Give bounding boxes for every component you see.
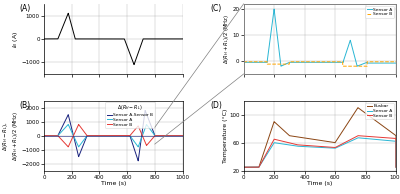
- Busbar: [300, 136, 304, 139]
- Busbar: [394, 166, 398, 168]
- Sensor B: [300, 144, 304, 146]
- Sensor A: [241, 166, 246, 168]
- Sensor B: [156, 134, 160, 137]
- Sensor B: [340, 142, 345, 145]
- X-axis label: Time (s): Time (s): [100, 181, 126, 186]
- Line: Sensor A-Sensor B: Sensor A-Sensor B: [44, 111, 182, 161]
- Sensor B: [132, 129, 136, 132]
- Line: Sensor B: Sensor B: [244, 62, 396, 66]
- Sensor B: [333, 146, 338, 149]
- Sensor A: [76, 146, 81, 148]
- Text: (D): (D): [210, 101, 222, 110]
- Busbar: [366, 115, 371, 117]
- Sensor A: [145, 125, 150, 127]
- Sensor B: [269, 143, 274, 146]
- Sensor B: [366, 61, 371, 63]
- Sensor A-Sensor B: [145, 115, 150, 118]
- Sensor A: [340, 61, 345, 63]
- Sensor B: [333, 61, 338, 63]
- Sensor A: [300, 145, 304, 148]
- Sensor A-Sensor B: [42, 134, 46, 137]
- Sensor B: [366, 135, 371, 138]
- Sensor A: [300, 61, 304, 63]
- Sensor A: [356, 137, 360, 139]
- Sensor A-Sensor B: [125, 134, 130, 137]
- Sensor A: [241, 61, 246, 63]
- Y-axis label: $\Delta(R_H+R_L)/2$ (MHz): $\Delta(R_H+R_L)/2$ (MHz): [222, 14, 231, 64]
- Sensor A: [94, 134, 99, 137]
- Sensor B: [394, 166, 398, 168]
- Sensor A-Sensor B: [143, 109, 148, 112]
- Legend: Sensor A-Sensor B, Sensor A, Sensor B: Sensor A-Sensor B, Sensor A, Sensor B: [105, 102, 154, 128]
- Legend: Busbar, Sensor A, Sensor B: Busbar, Sensor A, Sensor B: [365, 103, 394, 119]
- Sensor A: [333, 147, 338, 149]
- Sensor B: [340, 65, 345, 67]
- Sensor B: [241, 166, 246, 168]
- Sensor B: [67, 144, 72, 146]
- Sensor A: [125, 134, 130, 137]
- Sensor A: [278, 65, 283, 67]
- Sensor A-Sensor B: [156, 134, 160, 137]
- Sensor B: [76, 123, 81, 126]
- Sensor B: [66, 146, 71, 148]
- Y-axis label: $\Delta(R_H-R_L)$,
$\Delta(R_H+R_L)/2$ (MHz): $\Delta(R_H-R_L)$, $\Delta(R_H+R_L)/2$ (…: [1, 111, 20, 161]
- Sensor B: [340, 65, 345, 67]
- Sensor A: [132, 140, 136, 143]
- Busbar: [269, 129, 274, 131]
- Sensor A: [355, 137, 360, 139]
- Sensor A-Sensor B: [136, 160, 140, 162]
- Sensor A: [156, 134, 160, 137]
- Sensor A: [355, 65, 360, 67]
- Sensor A: [366, 62, 371, 64]
- Text: (A): (A): [19, 4, 30, 13]
- Line: Sensor A: Sensor A: [44, 125, 182, 147]
- Sensor A: [366, 138, 371, 140]
- Line: Sensor B: Sensor B: [44, 125, 182, 147]
- Sensor B: [394, 61, 398, 63]
- Sensor B: [356, 134, 360, 137]
- Sensor A-Sensor B: [94, 134, 99, 137]
- Sensor B: [355, 65, 360, 67]
- Sensor B: [42, 134, 46, 137]
- Sensor A: [67, 125, 72, 128]
- Sensor A-Sensor B: [67, 117, 72, 120]
- Text: (C): (C): [210, 4, 221, 13]
- Sensor B: [145, 143, 150, 146]
- Busbar: [355, 107, 360, 110]
- Sensor A: [272, 8, 276, 10]
- Sensor B: [300, 61, 304, 63]
- Line: Sensor A: Sensor A: [244, 9, 396, 66]
- Line: Sensor A: Sensor A: [244, 138, 396, 167]
- Y-axis label: $I_B$ (A): $I_B$ (A): [11, 30, 20, 48]
- Sensor A: [394, 166, 398, 168]
- Sensor B: [355, 135, 360, 137]
- Busbar: [340, 130, 345, 132]
- Sensor A: [340, 144, 345, 146]
- Busbar: [356, 107, 360, 109]
- Sensor A: [42, 134, 46, 137]
- Sensor A: [66, 123, 71, 126]
- X-axis label: Time (s): Time (s): [307, 181, 332, 186]
- Sensor B: [269, 63, 274, 65]
- Line: Busbar: Busbar: [244, 108, 396, 167]
- Sensor A: [269, 29, 274, 31]
- Line: Sensor B: Sensor B: [244, 136, 396, 167]
- Y-axis label: Temperature (°C): Temperature (°C): [222, 108, 228, 163]
- Legend: Sensor A, Sensor B: Sensor A, Sensor B: [365, 6, 394, 18]
- Sensor B: [94, 134, 99, 137]
- Sensor A: [180, 134, 185, 137]
- Sensor B: [241, 61, 246, 63]
- Sensor A-Sensor B: [132, 147, 136, 150]
- Sensor B: [125, 134, 130, 137]
- Sensor B: [180, 134, 185, 137]
- Busbar: [241, 166, 246, 168]
- Text: (B): (B): [19, 101, 30, 110]
- Busbar: [333, 141, 338, 144]
- Sensor A: [333, 61, 338, 63]
- Sensor A-Sensor B: [180, 134, 185, 137]
- Sensor A: [394, 62, 398, 64]
- Sensor A: [269, 146, 274, 148]
